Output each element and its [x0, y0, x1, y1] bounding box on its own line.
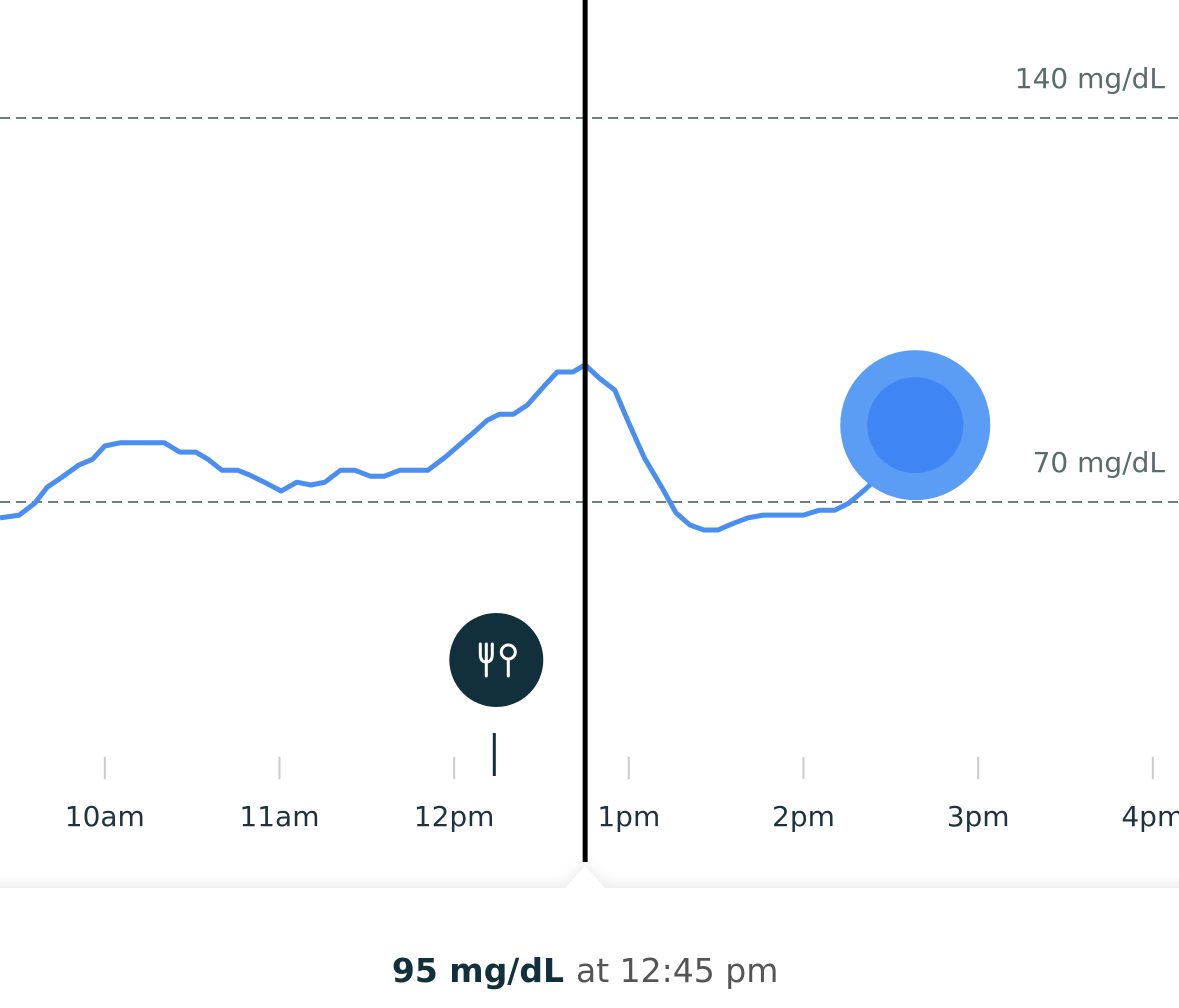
- plot-area: 140 mg/dL 70 mg/dL 10am 11am 12pm 1pm 2pm 3pm 4p…: [0, 0, 1179, 862]
- x-tick-label: 4pm: [1121, 800, 1179, 833]
- readout-time: at 12:45 pm: [576, 951, 778, 990]
- fork: [478, 642, 494, 678]
- glucose-line: [0, 362, 918, 533]
- meal-icon-bg: [449, 613, 544, 707]
- y-tick-label: 70 mg/dL: [1033, 446, 1166, 479]
- y-tick-label: 140 mg/dL: [1015, 62, 1166, 95]
- x-tick-label: 3pm: [947, 800, 1010, 833]
- panel: [0, 866, 1179, 1008]
- x-tick-label: 11am: [239, 800, 319, 833]
- readout-value: 95 mg/dL: [392, 951, 564, 990]
- x-tick-label: 2pm: [772, 800, 835, 833]
- x-tick-label: 10am: [65, 800, 145, 833]
- x-tick-label: 12pm: [414, 800, 495, 833]
- meal-icon: [449, 613, 544, 707]
- current-point: [867, 377, 964, 474]
- readout-panel: 95 mg/dL at 12:45 pm: [0, 866, 1179, 1008]
- x-tick-label: 1pm: [597, 800, 660, 833]
- readout: 95 mg/dL at 12:45 pm: [392, 951, 778, 990]
